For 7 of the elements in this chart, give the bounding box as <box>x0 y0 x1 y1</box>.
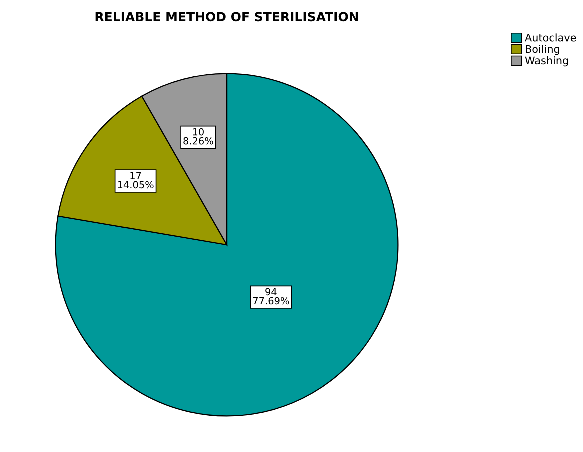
legend-label: Boiling <box>526 45 560 56</box>
data-label: 17 14.05% <box>118 172 154 189</box>
data-label: 94 77.69% <box>253 288 290 305</box>
data-label: 10 8.26% <box>184 128 214 145</box>
legend-label: Autoclave <box>525 34 576 42</box>
chart-title: RELIABLE METHOD OF STERILISATION <box>96 12 358 22</box>
legend-label: Washing <box>525 56 568 67</box>
